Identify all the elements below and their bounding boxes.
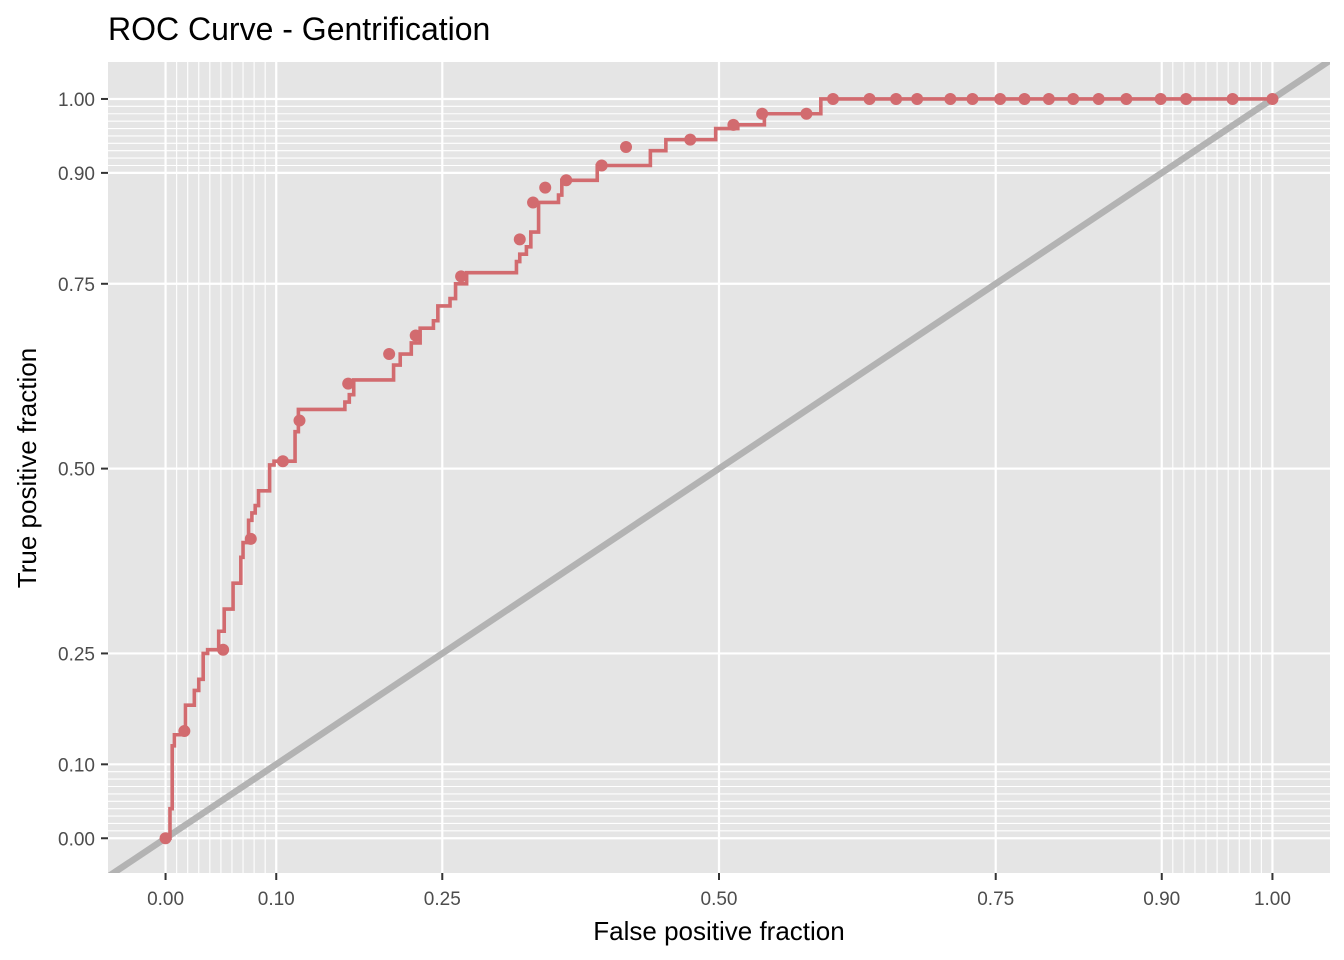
y-axis-label: True positive fraction bbox=[12, 348, 42, 588]
roc-point bbox=[620, 141, 633, 154]
y-tick-label: 0.90 bbox=[58, 164, 95, 185]
roc-point bbox=[994, 92, 1007, 105]
x-tick-label: 1.00 bbox=[1254, 889, 1291, 910]
x-tick-label: 0.50 bbox=[701, 889, 738, 910]
roc-point bbox=[159, 832, 172, 845]
roc-point bbox=[1226, 92, 1239, 105]
roc-point bbox=[217, 643, 230, 656]
y-tick-label: 0.75 bbox=[58, 275, 95, 296]
roc-point bbox=[244, 532, 257, 545]
y-tick-label: 0.10 bbox=[58, 755, 95, 776]
roc-point bbox=[455, 270, 468, 283]
roc-point bbox=[1018, 92, 1031, 105]
roc-point bbox=[342, 377, 355, 390]
roc-point bbox=[527, 196, 540, 209]
roc-point bbox=[684, 133, 697, 146]
roc-point bbox=[409, 329, 422, 342]
x-tick-label: 0.10 bbox=[258, 889, 295, 910]
roc-point bbox=[756, 107, 769, 120]
roc-point bbox=[1067, 92, 1080, 105]
roc-point bbox=[1120, 92, 1133, 105]
x-tick-label: 0.00 bbox=[147, 889, 184, 910]
roc-point bbox=[863, 92, 876, 105]
roc-point bbox=[1092, 92, 1105, 105]
roc-point bbox=[560, 174, 573, 187]
x-axis-label: False positive fraction bbox=[593, 916, 844, 946]
roc-point bbox=[276, 455, 289, 468]
roc-step-line bbox=[165, 97, 1273, 841]
points-layer bbox=[159, 92, 1279, 845]
y-tick-label: 0.50 bbox=[58, 460, 95, 481]
roc-point bbox=[178, 725, 191, 738]
chart-title: ROC Curve - Gentrification bbox=[108, 11, 490, 47]
x-tick-label: 0.90 bbox=[1143, 889, 1180, 910]
roc-point bbox=[1266, 92, 1279, 105]
roc-point bbox=[944, 92, 957, 105]
roc-point bbox=[383, 348, 396, 361]
roc-point bbox=[890, 92, 903, 105]
roc-point bbox=[293, 414, 306, 427]
roc-point bbox=[595, 159, 608, 172]
roc-point bbox=[513, 233, 526, 246]
roc-point bbox=[727, 118, 740, 131]
roc-point bbox=[539, 181, 552, 194]
reference-diagonal-line bbox=[108, 62, 1330, 873]
roc-point bbox=[800, 107, 813, 120]
roc-point bbox=[911, 92, 924, 105]
roc-point bbox=[827, 92, 840, 105]
x-axis: 0.00 0.10 0.25 0.50 0.75 0.90 1.00 bbox=[147, 873, 1291, 910]
x-tick-label: 0.75 bbox=[977, 889, 1014, 910]
y-tick-label: 1.00 bbox=[58, 90, 95, 111]
roc-point bbox=[966, 92, 979, 105]
y-axis: 0.00 0.10 0.25 0.50 0.75 0.90 1.00 bbox=[58, 90, 108, 850]
roc-point bbox=[1154, 92, 1167, 105]
y-tick-label: 0.25 bbox=[58, 644, 95, 665]
y-tick-label: 0.00 bbox=[58, 829, 95, 850]
roc-point bbox=[1180, 92, 1193, 105]
roc-point bbox=[1042, 92, 1055, 105]
x-tick-label: 0.25 bbox=[424, 889, 461, 910]
series-layer bbox=[108, 62, 1330, 873]
